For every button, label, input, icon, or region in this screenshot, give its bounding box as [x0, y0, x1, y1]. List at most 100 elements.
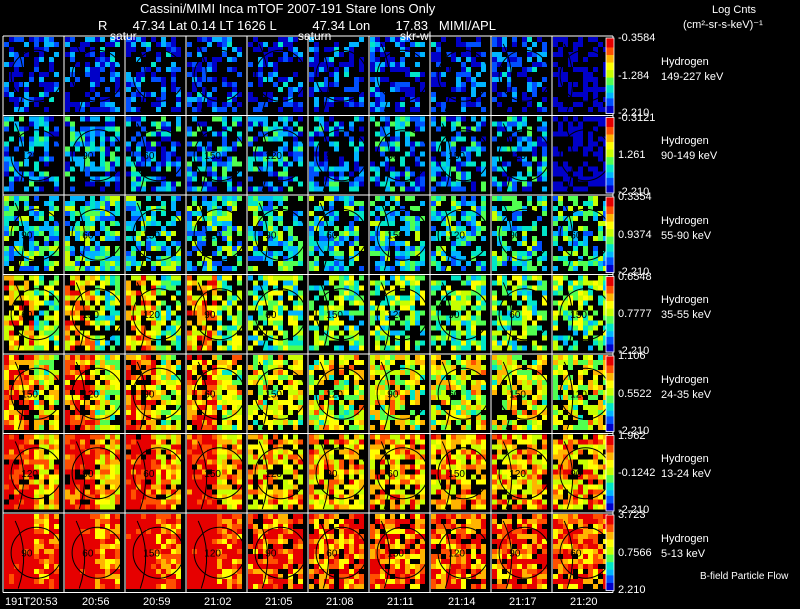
contour-label: 120 [82, 390, 99, 401]
contour-label: 90 [21, 549, 33, 560]
contour-label: 90 [387, 390, 399, 401]
contour-circle [315, 208, 368, 261]
contour-label: 120 [265, 151, 282, 162]
contour-arc [380, 202, 391, 271]
colorbar-max-label: 1.962 [618, 429, 646, 442]
contour-arc [14, 43, 25, 112]
contour-label: 120 [21, 151, 38, 162]
image-cell: 120 [187, 196, 246, 271]
contour-circle [71, 129, 124, 182]
contour-arc [197, 361, 208, 430]
contour-arc [14, 520, 25, 589]
contour-label: 120 [204, 549, 221, 560]
contour-circle [498, 447, 551, 500]
image-cell: 120 [553, 355, 612, 430]
contour-circle [498, 367, 551, 420]
contour-arc [563, 43, 574, 112]
contour-label: 150 [204, 151, 221, 162]
image-cell: 90 [309, 434, 368, 510]
contour-arc [319, 361, 330, 430]
contour-circle [71, 49, 124, 102]
contour-circle [376, 129, 429, 182]
contour-circle [498, 129, 551, 182]
contour-label: 150 [387, 231, 404, 242]
colorbar-min-label: -2.210 [618, 106, 650, 119]
contour-circle [254, 288, 307, 341]
contour-label: 90 [265, 549, 277, 560]
contour-arc [563, 123, 574, 192]
contour-circle [10, 49, 63, 102]
colorbar-mid-label: 0.5522 [618, 387, 652, 400]
image-cell: 150 [370, 196, 429, 271]
colorbar-max-label: -0.3121 [618, 111, 656, 124]
contour-label: 90 [570, 151, 582, 162]
contour-circle [254, 49, 307, 102]
target-label-2: saturn [298, 29, 332, 43]
contour-circle [71, 367, 124, 420]
image-cell: 90 [492, 196, 551, 271]
image-cell: 150 [187, 434, 246, 510]
contour-arc [502, 520, 513, 589]
contour-arc [75, 43, 86, 112]
contour-circle [193, 447, 246, 500]
contour-circle [437, 526, 490, 579]
contour-arc [258, 123, 269, 192]
species-label: Hydrogen [661, 373, 709, 386]
species-label: Hydrogen [661, 214, 709, 227]
energy-band-label: 13-24 keV [661, 468, 712, 481]
image-cell: 90 [370, 355, 429, 430]
image-cell: 60 [370, 434, 429, 510]
colorbar-mid-label: 0.9374 [618, 228, 652, 241]
contour-circle [315, 447, 368, 500]
colorbar-max-label: 0.3354 [618, 191, 652, 203]
time-tick-label: 21:20 [570, 596, 598, 608]
contour-circle [132, 367, 185, 420]
contour-arc [136, 282, 147, 351]
footer-note: B-field Particle Flow [700, 571, 789, 582]
colorbar [605, 355, 615, 432]
contour-label: 90 [509, 231, 521, 242]
contour-circle [498, 49, 551, 102]
contour-arc [441, 43, 452, 112]
contour-circle [315, 129, 368, 182]
colorbar [605, 117, 615, 194]
contour-arc [258, 43, 269, 112]
contour-arc [197, 43, 208, 112]
image-cell: 150 [492, 355, 551, 430]
contour-label: 120 [570, 390, 587, 401]
contour-label: 120 [143, 310, 160, 321]
image-cell: 60 [431, 355, 490, 430]
contour-arc [14, 282, 25, 351]
target-label-3: skr-wl [400, 29, 432, 43]
contour-circle [315, 367, 368, 420]
contour-arc [563, 282, 574, 351]
contour-circle [376, 526, 429, 579]
contour-arc [502, 441, 513, 510]
contour-arc [136, 361, 147, 430]
contour-circle [437, 208, 490, 261]
contour-circle [315, 49, 368, 102]
contour-label: 120 [448, 549, 465, 560]
species-label: Hydrogen [661, 135, 709, 148]
contour-circle [376, 447, 429, 500]
contour-label: 150 [204, 469, 221, 480]
colorbar-mid-label: -1.284 [618, 69, 650, 82]
contour-label: 60 [509, 310, 521, 321]
contour-label: 90 [326, 469, 338, 480]
contour-circle [193, 367, 246, 420]
colorbar-min-label: -2.210 [618, 186, 650, 198]
contour-label: 120 [509, 469, 526, 480]
contour-circle [254, 367, 307, 420]
image-cell: 120 [248, 434, 307, 510]
contour-circle [132, 288, 185, 341]
contour-label: 60 [326, 549, 338, 560]
image-cell: 150 [187, 116, 246, 192]
contour-circle [498, 526, 551, 579]
image-cell [65, 37, 124, 112]
image-cell: 150 [309, 275, 368, 351]
contour-label: 150 [143, 231, 160, 242]
contour-circle [498, 208, 551, 261]
contour-label: 120 [204, 231, 221, 242]
contour-circle [254, 526, 307, 579]
